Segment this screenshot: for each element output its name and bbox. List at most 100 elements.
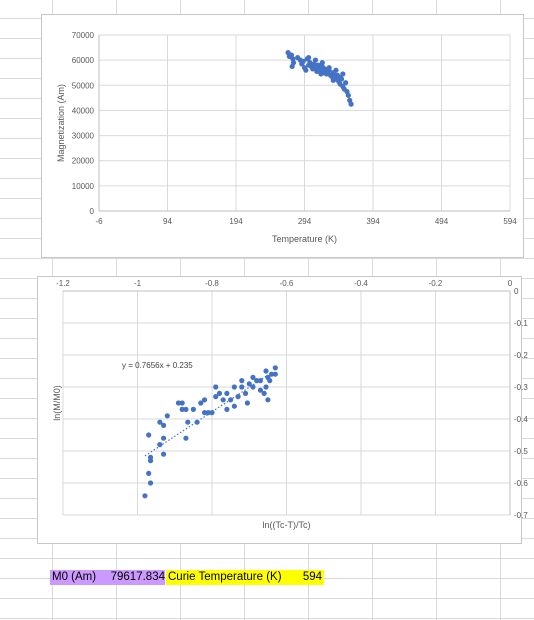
chart2-data-point xyxy=(231,403,237,409)
chart2-data-point xyxy=(198,400,204,406)
chart1-y-tick-label: 40000 xyxy=(72,106,95,115)
chart2-data-point xyxy=(228,397,234,403)
magnetization-temperature-chart[interactable]: 0 10000 20000 30000 40000 50000 60000 70000 -6 94… xyxy=(41,14,524,258)
chart2-data-point xyxy=(261,390,267,396)
chart1-svg: 0 10000 20000 30000 40000 50000 60000 70000 -6 94… xyxy=(56,31,517,244)
chart1-data-point xyxy=(337,75,343,81)
chart2-data-point xyxy=(164,413,170,419)
chart2-data-point xyxy=(157,442,163,448)
chart2-data-point xyxy=(257,378,264,384)
curie-label-cell[interactable]: Curie Temperature (K) xyxy=(166,570,288,585)
chart2-data-point xyxy=(160,435,167,441)
chart1-x-tick-label: -6 xyxy=(95,217,103,226)
chart2-data-point xyxy=(205,410,211,416)
chart1-x-tick-label: 294 xyxy=(298,217,312,226)
chart2-data-point xyxy=(239,378,245,384)
chart1-data-point xyxy=(330,77,336,83)
chart2-trendline xyxy=(144,374,269,457)
chart2-data-point xyxy=(263,368,269,374)
chart1-data-point xyxy=(319,60,325,66)
chart1-data-point xyxy=(348,101,354,107)
chart2-data-point xyxy=(146,432,152,438)
chart1-x-tick-label: 394 xyxy=(366,217,380,226)
chart2-data-point xyxy=(257,387,264,393)
chart2-y-tick-label: -0.1 xyxy=(514,319,528,328)
chart1-data-point xyxy=(345,92,351,98)
chart1-data-point xyxy=(295,55,301,61)
chart2-data-point xyxy=(201,397,208,403)
chart2-data-point xyxy=(147,454,154,460)
chart2-data-point xyxy=(185,419,191,425)
chart2-x-tick-label: -0.4 xyxy=(354,279,368,288)
chart2-data-point xyxy=(246,381,252,387)
chart1-y-tick-label: 10000 xyxy=(72,182,95,191)
chart1-data-point xyxy=(303,67,309,73)
chart1-y-axis-label: Magnetization (Am) xyxy=(56,84,66,162)
chart2-x-tick-label: -1.2 xyxy=(56,279,70,288)
log-magnetization-chart[interactable]: 0 -0.1 -0.2 -0.3 -0.4 -0.5 -0.6 -0.7 -1.2 -1 -0.8 -… xyxy=(37,276,528,544)
chart2-x-tick-label: -0.2 xyxy=(429,279,443,288)
m0-label-cell[interactable]: M0 (Am) xyxy=(50,570,103,585)
chart2-y-tick-label: -0.5 xyxy=(514,447,528,456)
chart2-y-axis-label: ln(M/M0) xyxy=(52,385,62,421)
chart2-data-point xyxy=(213,384,219,390)
chart1-y-tick-label: 0 xyxy=(90,207,95,216)
chart2-data-point xyxy=(269,371,275,377)
chart2-data-point xyxy=(183,406,189,412)
chart2-y-tick-label: 0 xyxy=(514,287,519,296)
chart2-x-tick-label: -1 xyxy=(134,279,142,288)
chart1-data-point xyxy=(289,63,295,70)
chart2-data-point xyxy=(209,410,215,416)
chart2-data-point xyxy=(224,390,230,396)
chart2-data-point xyxy=(272,371,278,377)
chart1-x-tick-label: 494 xyxy=(435,217,449,226)
chart2-data-point xyxy=(250,374,256,380)
curie-value-cell[interactable]: 594 xyxy=(286,570,324,585)
chart1-x-tick-label: 594 xyxy=(503,217,517,226)
chart1-y-tick-label: 20000 xyxy=(72,157,95,166)
chart2-data-point xyxy=(263,384,269,390)
chart2-y-tick-label: -0.6 xyxy=(514,479,528,488)
chart2-data-point xyxy=(157,419,163,425)
chart1-data-point xyxy=(306,55,312,61)
chart2-data-point xyxy=(231,384,237,390)
m0-value-cell[interactable]: 79617.834 xyxy=(101,570,165,585)
chart2-data-point xyxy=(242,390,249,396)
chart1-data-point xyxy=(343,80,349,86)
chart2-data-point xyxy=(190,406,196,412)
chart2-svg: 0 -0.1 -0.2 -0.3 -0.4 -0.5 -0.6 -0.7 -1.2 -1 -0.8 -… xyxy=(52,279,528,530)
chart2-data-point xyxy=(235,394,241,400)
chart2-data-point xyxy=(183,435,189,441)
chart2-y-tick-label: -0.7 xyxy=(514,511,528,520)
chart1-x-axis-label: Temperature (K) xyxy=(272,234,337,244)
chart2-data-point xyxy=(265,397,271,403)
chart2-x-axis-label: ln((Tc-T)/Tc) xyxy=(263,520,311,530)
chart2-trendline-equation: y = 0.7656x + 0.235 xyxy=(122,361,193,370)
chart2-y-tick-label: -0.3 xyxy=(514,383,528,392)
chart2-data-point xyxy=(224,406,230,412)
chart2-data-point xyxy=(244,400,250,406)
chart2-data-point xyxy=(254,378,260,384)
chart2-data-point xyxy=(160,422,167,428)
chart1-y-tick-label: 30000 xyxy=(72,132,95,141)
chart2-data-point xyxy=(179,406,185,412)
chart1-y-tick-label: 60000 xyxy=(72,56,95,65)
chart2-x-tick-label: 0 xyxy=(508,279,513,288)
chart2-data-point xyxy=(250,384,256,390)
chart2-x-tick-label: -0.6 xyxy=(280,279,294,288)
chart2-data-point xyxy=(213,394,219,400)
chart2-data-point xyxy=(146,470,152,476)
chart1-data-point xyxy=(318,71,324,77)
chart1-x-tick-label: 194 xyxy=(229,217,243,226)
chart1-data-point xyxy=(300,58,306,64)
chart2-y-tick-label: -0.2 xyxy=(514,351,528,360)
chart2-data-point xyxy=(179,400,185,406)
chart2-data-point xyxy=(175,400,182,406)
chart2-data-point xyxy=(147,480,154,486)
chart2-data-point xyxy=(220,397,226,403)
chart2-data-point xyxy=(239,384,245,390)
chart1-x-tick-label: 94 xyxy=(163,217,172,226)
chart1-y-tick-label: 70000 xyxy=(72,31,95,40)
chart2-data-point xyxy=(216,390,223,396)
chart1-data-point xyxy=(333,67,339,73)
